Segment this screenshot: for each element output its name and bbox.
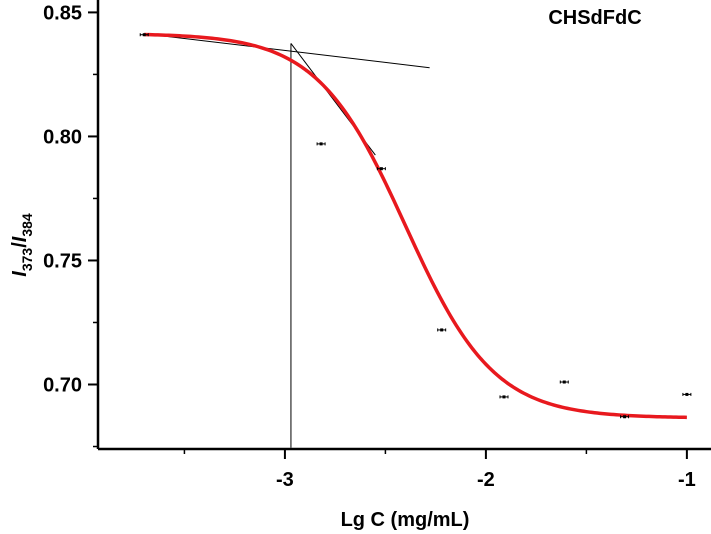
data-point bbox=[682, 392, 692, 396]
data-points bbox=[139, 33, 692, 419]
data-point bbox=[559, 380, 569, 384]
guide-lines bbox=[144, 33, 430, 448]
point-marker bbox=[502, 395, 506, 399]
tick-labels: -3 -2 -1 0.70 0.75 0.80 0.85 bbox=[43, 2, 696, 491]
x-tick-label: -2 bbox=[477, 469, 495, 491]
data-point bbox=[376, 167, 386, 171]
y-axis-title-var-a: I bbox=[9, 271, 31, 277]
y-tick-label: 0.70 bbox=[43, 375, 82, 397]
point-marker bbox=[142, 33, 146, 37]
y-axis-title-sub-b: 384 bbox=[19, 213, 35, 237]
y-tick-label: 0.75 bbox=[43, 250, 82, 272]
guide-line bbox=[144, 33, 430, 69]
fit-curve bbox=[144, 32, 687, 420]
data-point bbox=[139, 33, 149, 37]
point-marker bbox=[562, 380, 566, 384]
y-axis-title-var-b: I bbox=[9, 236, 31, 242]
x-axis-title: Lg C (mg/mL) bbox=[341, 509, 470, 531]
point-marker bbox=[379, 167, 383, 171]
tick-marks bbox=[88, 11, 688, 459]
chart-annotation: CHSdFdC bbox=[548, 7, 641, 29]
x-tick-label: -1 bbox=[678, 469, 696, 491]
point-marker bbox=[685, 392, 689, 396]
data-point bbox=[499, 395, 509, 399]
point-marker bbox=[319, 142, 323, 146]
data-point bbox=[437, 328, 447, 332]
data-point bbox=[316, 142, 326, 146]
y-tick-label: 0.85 bbox=[43, 2, 82, 24]
point-marker bbox=[623, 415, 627, 419]
fit-curve-layer bbox=[144, 32, 687, 420]
data-point bbox=[620, 415, 630, 419]
x-tick-label: -3 bbox=[276, 469, 294, 491]
y-tick-label: 0.80 bbox=[43, 126, 82, 148]
y-axis-title-sub-a: 373 bbox=[19, 248, 35, 272]
point-marker bbox=[440, 328, 444, 332]
y-axis-title-slash: / bbox=[9, 242, 31, 248]
y-axis-title: I373/I384 bbox=[9, 213, 35, 277]
